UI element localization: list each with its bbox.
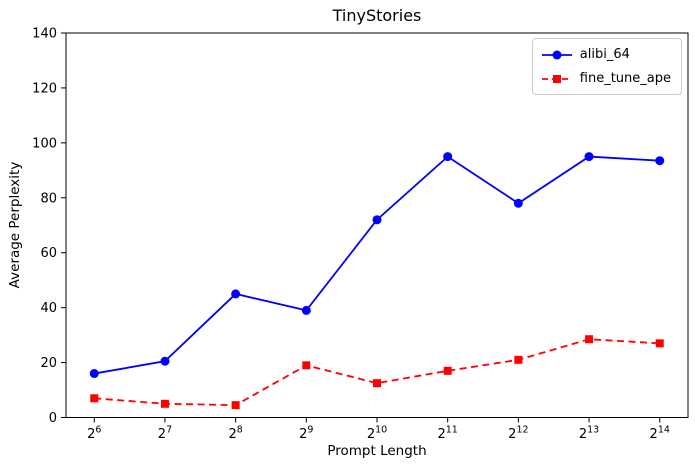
data-point-marker <box>301 305 311 315</box>
y-tick-label: 140 <box>32 27 57 42</box>
data-point-marker <box>584 152 594 162</box>
legend-label: alibi_64 <box>579 47 630 62</box>
x-tick-label: 214 <box>650 425 670 443</box>
y-tick-label: 0 <box>49 411 57 426</box>
chart-title: TinyStories <box>332 6 422 25</box>
legend: alibi_64 fine_tune_ape <box>531 38 682 95</box>
x-tick-label: 26 <box>87 425 101 443</box>
data-point-marker <box>443 366 452 375</box>
series-line-alibi_64 <box>94 155 660 375</box>
x-tick-label: 27 <box>158 425 172 443</box>
y-tick-label: 20 <box>40 356 57 371</box>
data-point-marker <box>655 339 664 348</box>
data-point-marker <box>89 369 99 379</box>
data-point-marker <box>302 361 311 370</box>
series-line-fine_tune_ape <box>94 338 660 407</box>
series-markers-fine_tune_ape <box>90 335 664 410</box>
x-tick-label: 211 <box>437 425 457 443</box>
data-point-marker <box>160 356 170 366</box>
data-point-marker <box>372 215 382 225</box>
y-axis-ticks: 0 20 40 60 80 100 120 140 <box>32 27 66 426</box>
y-tick-label: 80 <box>40 191 57 206</box>
data-point-marker <box>373 379 381 388</box>
series-markers-alibi_64 <box>89 152 665 379</box>
legend-item-alibi_64: alibi_64 <box>541 44 671 65</box>
legend-label: fine_tune_ape <box>579 71 671 86</box>
legend-marker-circle-icon <box>541 50 572 59</box>
y-tick-label: 120 <box>32 81 57 96</box>
data-point-marker <box>585 335 594 344</box>
data-point-marker <box>655 156 665 166</box>
data-point-marker <box>231 401 240 410</box>
x-tick-label: 212 <box>508 425 528 443</box>
data-point-marker <box>514 355 523 364</box>
x-tick-label: 210 <box>367 425 387 443</box>
data-point-marker <box>443 152 453 162</box>
data-point-marker <box>513 198 523 208</box>
legend-item-fine_tune_ape: fine_tune_ape <box>541 68 671 89</box>
y-tick-label: 100 <box>32 136 57 151</box>
y-tick-label: 60 <box>40 246 57 261</box>
data-point-marker <box>231 289 241 299</box>
data-point-marker <box>160 399 169 408</box>
x-tick-label: 28 <box>228 425 242 443</box>
x-tick-label: 29 <box>299 425 313 443</box>
x-tick-label: 213 <box>579 425 599 443</box>
y-axis-label: Average Perplexity <box>7 161 23 289</box>
data-point-marker <box>90 394 99 403</box>
y-tick-label: 40 <box>40 301 57 316</box>
legend-marker-square-icon <box>541 74 572 83</box>
x-axis-label: Prompt Length <box>327 443 427 459</box>
x-axis-ticks: 26 27 28 29 210 211 212 213 214 <box>87 417 670 443</box>
